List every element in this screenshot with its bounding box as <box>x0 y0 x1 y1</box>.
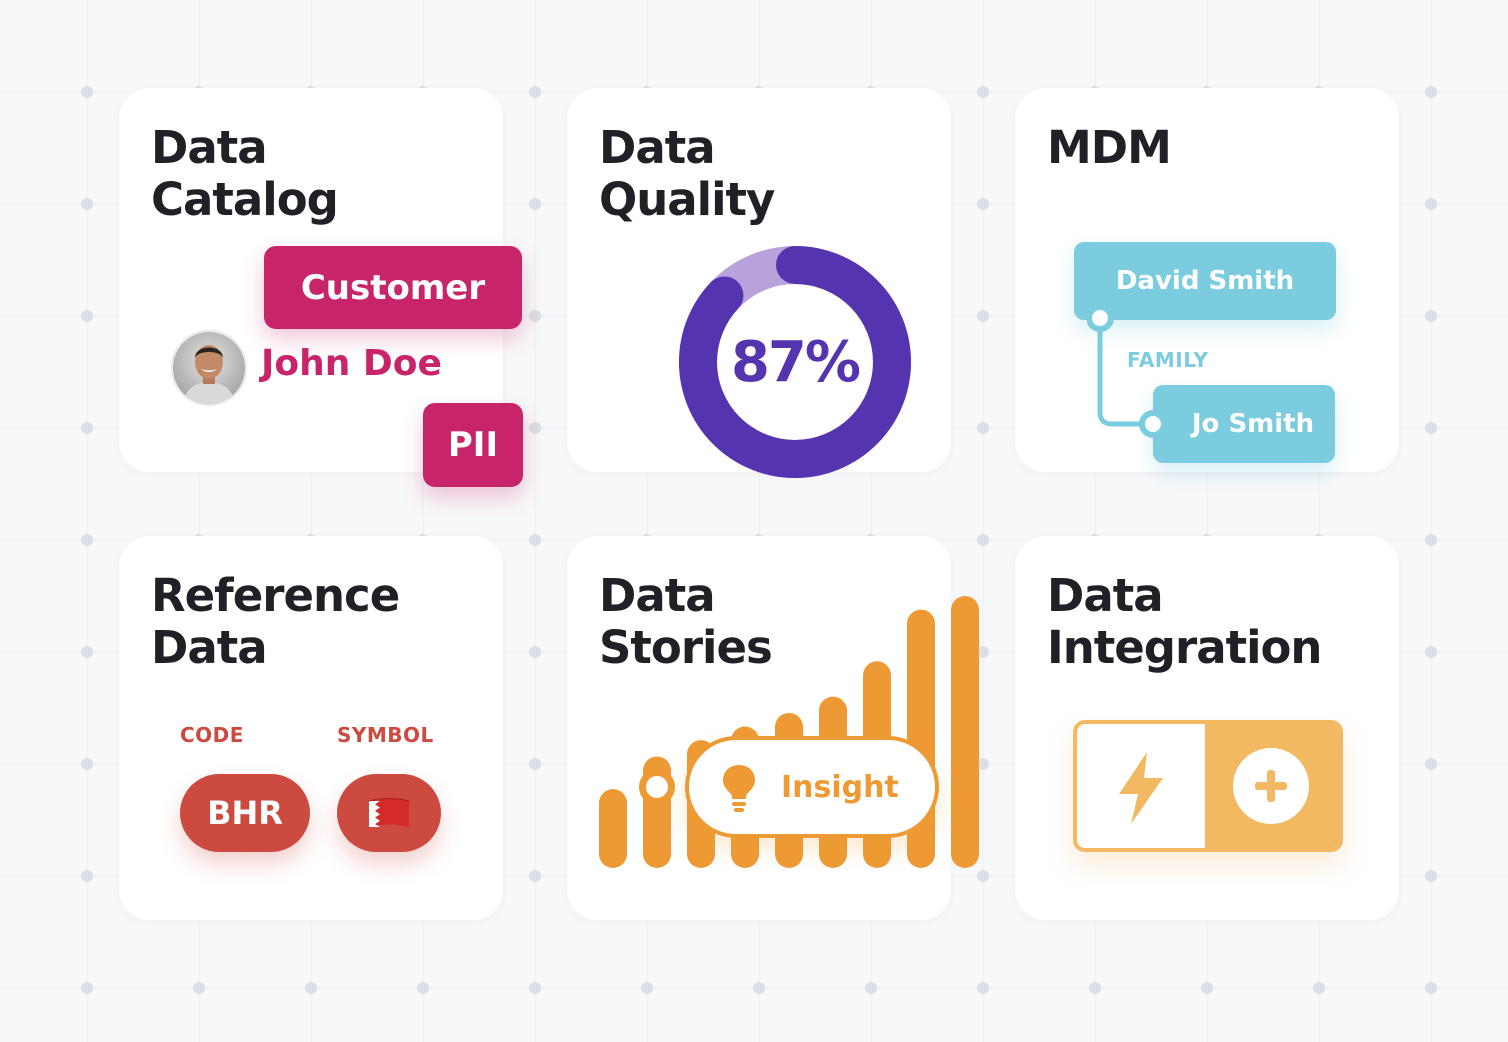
card-title: Data Catalog <box>151 122 338 226</box>
grid-dot <box>193 982 205 994</box>
grid-dot <box>529 86 541 98</box>
grid-dot <box>1425 646 1437 658</box>
code-column-label: CODE <box>180 723 244 747</box>
grid-dot <box>529 310 541 322</box>
grid-dot <box>81 534 93 546</box>
data-catalog-card[interactable]: Data Catalog Customer John Doe PII <box>119 88 503 472</box>
grid-dot <box>305 982 317 994</box>
grid-dot <box>81 198 93 210</box>
grid-dot <box>529 422 541 434</box>
grid-dot <box>1425 422 1437 434</box>
grid-dot <box>1425 86 1437 98</box>
data-stories-card[interactable]: Data Stories Insight <box>567 536 951 920</box>
data-integration-card[interactable]: Data Integration <box>1015 536 1399 920</box>
grid-dot <box>641 982 653 994</box>
quality-score: 87% <box>663 230 927 494</box>
card-title: Data Quality <box>599 122 774 226</box>
grid-dot <box>1425 870 1437 882</box>
grid-dot <box>977 422 989 434</box>
customer-tag: Customer <box>264 246 522 329</box>
pii-tag: PII <box>423 403 523 487</box>
grid-dot <box>529 646 541 658</box>
reference-data-card[interactable]: Reference Data CODE SYMBOL BHR <box>119 536 503 920</box>
grid-dot <box>977 86 989 98</box>
relationship-label: FAMILY <box>1127 348 1208 372</box>
grid-dot <box>977 310 989 322</box>
lightbulb-icon <box>719 762 759 814</box>
card-title: Data Stories <box>599 570 772 674</box>
symbol-column-label: SYMBOL <box>337 723 434 747</box>
grid-dot <box>977 982 989 994</box>
card-title: Data Integration <box>1047 570 1321 674</box>
avatar <box>171 330 247 406</box>
insight-button[interactable]: Insight <box>685 736 939 838</box>
lightning-bolt-icon <box>1111 750 1171 826</box>
country-symbol-pill <box>337 774 441 852</box>
grid-dot <box>81 646 93 658</box>
plus-icon <box>1233 748 1309 824</box>
grid-dot <box>81 870 93 882</box>
grid-dot <box>1425 758 1437 770</box>
story-bar <box>951 596 979 868</box>
mdm-child-node: Jo Smith <box>1153 385 1335 463</box>
grid-dot <box>529 982 541 994</box>
grid-dot <box>1425 982 1437 994</box>
grid-dot <box>977 534 989 546</box>
grid-dot <box>529 870 541 882</box>
grid-dot <box>529 758 541 770</box>
card-title: Reference Data <box>151 570 399 674</box>
grid-dot <box>81 982 93 994</box>
card-title: MDM <box>1047 122 1171 174</box>
grid-dot <box>81 310 93 322</box>
grid-dot <box>417 982 429 994</box>
grid-dot <box>977 198 989 210</box>
country-code-pill: BHR <box>180 774 310 852</box>
grid-dot <box>1201 982 1213 994</box>
grid-dot <box>753 982 765 994</box>
quality-donut-chart: 87% <box>663 230 927 494</box>
grid-dot <box>81 422 93 434</box>
grid-dot <box>529 534 541 546</box>
grid-dot <box>1089 982 1101 994</box>
grid-dot <box>1425 198 1437 210</box>
insight-label: Insight <box>781 740 899 834</box>
grid-dot <box>81 758 93 770</box>
mdm-connector-line <box>1087 304 1167 444</box>
add-integration-panel[interactable] <box>1205 724 1339 848</box>
grid-dot <box>529 198 541 210</box>
insight-anchor-dot <box>639 769 675 805</box>
person-name: John Doe <box>261 343 442 384</box>
grid-dot <box>1313 982 1325 994</box>
integration-toggle[interactable] <box>1073 720 1343 852</box>
grid-dot <box>81 86 93 98</box>
bahrain-flag-icon <box>365 795 413 831</box>
mdm-card[interactable]: MDM David Smith Jo Smith FAMILY <box>1015 88 1399 472</box>
grid-dot <box>1425 310 1437 322</box>
grid-dot <box>977 870 989 882</box>
data-quality-card[interactable]: Data Quality 87% <box>567 88 951 472</box>
grid-dot <box>1425 534 1437 546</box>
story-bar <box>599 789 627 868</box>
grid-dot <box>865 982 877 994</box>
